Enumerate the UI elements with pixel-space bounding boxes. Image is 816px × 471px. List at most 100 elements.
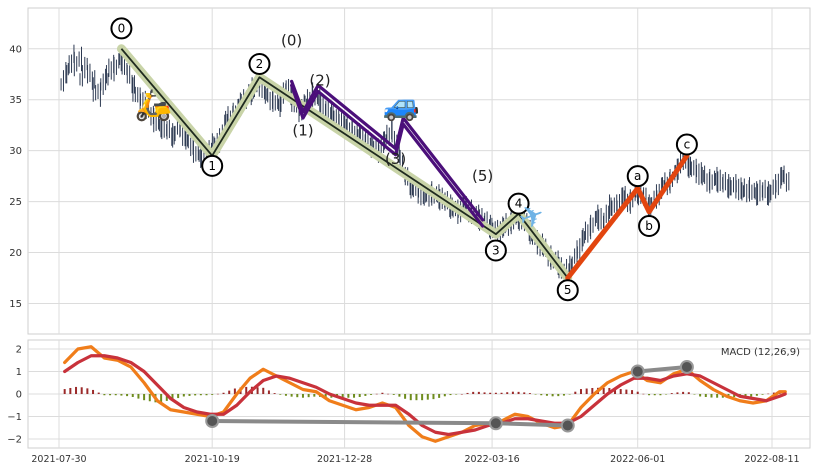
macd-histogram-bar — [194, 394, 197, 396]
macd-histogram-bar — [398, 394, 401, 397]
macd-histogram-bar — [290, 394, 293, 397]
wave-label: a — [634, 169, 641, 183]
macd-divergence — [205, 360, 694, 433]
macd-histogram-bar — [262, 387, 265, 394]
macd-y-ticks: −2 −1 0 1 2 — [7, 345, 22, 446]
macd-histogram-bar — [579, 389, 582, 394]
macd-histogram-bar — [80, 387, 83, 394]
macd-histogram-bar — [602, 387, 605, 394]
wave-label: (3) — [385, 150, 406, 168]
price-labels: 0 1 2 3 4 5 a b c (0) (1) (2) (3) (5) — [110, 17, 698, 302]
macd-histogram-bar — [160, 394, 163, 402]
macd-histogram-bar — [460, 394, 463, 395]
wave-label-circle — [626, 165, 649, 188]
macd-histogram-bar — [267, 390, 270, 394]
macd-histogram-bar — [387, 393, 390, 395]
macd-histogram-bar — [69, 387, 72, 394]
macd-histogram-bar — [438, 394, 441, 398]
macd-histogram-bar — [489, 392, 492, 394]
macd-histogram-bar — [426, 394, 429, 400]
macd-histogram-bar — [557, 394, 560, 397]
wave-label: (0) — [281, 32, 302, 50]
macd-histogram-bar — [63, 389, 66, 394]
price-y-tick-label: 40 — [9, 44, 22, 55]
macd-histogram-bar — [551, 394, 554, 397]
wave-label: (5) — [472, 167, 493, 185]
scooter-icon: 🛵 — [135, 88, 172, 123]
wave-label-circle — [675, 133, 698, 156]
macd-histogram-bar — [256, 387, 259, 394]
macd-histogram-bar — [676, 392, 679, 394]
wave-label: (2) — [309, 71, 330, 89]
macd-histogram-bar — [97, 392, 100, 394]
macd-histogram-bar — [517, 391, 520, 394]
wave-line — [290, 83, 485, 228]
macd-histogram-bar — [767, 393, 770, 395]
price-y-tick-label: 30 — [9, 146, 22, 157]
price-y-tick-label: 25 — [9, 197, 22, 208]
macd-histogram-bar — [642, 393, 645, 395]
macd-legend: MACD (12,26,9) — [721, 347, 800, 358]
macd-y-tick-label: −2 — [7, 435, 22, 446]
wave-label-circle — [248, 53, 271, 76]
wave-line — [120, 48, 569, 279]
macd-histogram-bar — [177, 394, 180, 399]
macd-lines — [63, 345, 787, 443]
macd-divergence-point — [679, 360, 694, 374]
macd-histogram-bar — [636, 391, 639, 394]
macd-histogram-bar — [506, 392, 509, 394]
price-icons: 🛵 🚙✈ — [135, 88, 550, 238]
macd-divergence-point — [630, 364, 645, 379]
macd-histogram-bar — [648, 394, 651, 396]
wave-line — [565, 153, 690, 281]
macd-histogram-bar — [103, 394, 106, 396]
wave-label: b — [645, 219, 653, 233]
macd-histogram-bar — [733, 394, 736, 398]
wave-label: 3 — [492, 243, 500, 257]
wave-line — [290, 79, 485, 222]
x-tick-label: 2022-08-11 — [744, 454, 799, 465]
macd-histogram-bar — [540, 394, 543, 396]
macd-histogram-bar — [710, 394, 713, 398]
macd-histogram-bar — [392, 394, 395, 395]
macd-histogram-bar — [744, 394, 747, 397]
macd-histogram-bar — [301, 394, 304, 398]
macd-histogram-bar — [568, 394, 571, 395]
x-tick-label: 2021-12-28 — [317, 454, 372, 465]
macd-histogram-bar — [347, 394, 350, 398]
price-panel-frame — [27, 7, 811, 335]
macd-histogram-bar — [421, 394, 424, 401]
macd-histogram-bar — [704, 394, 707, 398]
macd-histogram-bar — [364, 394, 367, 396]
macd-histogram-bar — [86, 388, 89, 394]
macd-histogram-bar — [216, 393, 219, 395]
macd-histogram-bar — [228, 390, 231, 394]
macd-divergence-point — [488, 416, 503, 431]
macd-y-tick-label: 1 — [16, 367, 22, 378]
macd-histogram-bar — [341, 394, 344, 398]
macd-histogram-bar — [659, 394, 662, 396]
wave-label: c — [684, 138, 691, 152]
macd-histogram-bar — [483, 392, 486, 394]
macd-histogram-bar — [165, 394, 168, 401]
macd-y-tick-label: 0 — [16, 390, 22, 401]
macd-histogram-bar — [313, 394, 316, 397]
macd-histogram-bar — [245, 386, 248, 394]
macd-histogram-bar — [75, 386, 78, 394]
macd-divergence-point — [205, 414, 220, 428]
macd-histogram-bar — [188, 394, 191, 396]
macd-histogram-bar — [523, 392, 526, 394]
macd-histogram-bar — [619, 389, 622, 394]
macd-histogram-bar — [466, 392, 469, 394]
macd-histogram-bar — [353, 394, 356, 398]
macd-histogram-bar — [511, 391, 514, 394]
macd-histogram-bar — [614, 388, 617, 394]
macd-histogram-bar — [699, 394, 702, 397]
macd-divergence-point — [560, 418, 575, 433]
wave-label: 5 — [564, 283, 572, 297]
macd-y-tick-label: 2 — [16, 345, 22, 356]
macd-histogram-bar — [772, 392, 775, 394]
macd-histogram-bar — [324, 394, 327, 398]
car-icon: 🚙 — [383, 88, 420, 123]
